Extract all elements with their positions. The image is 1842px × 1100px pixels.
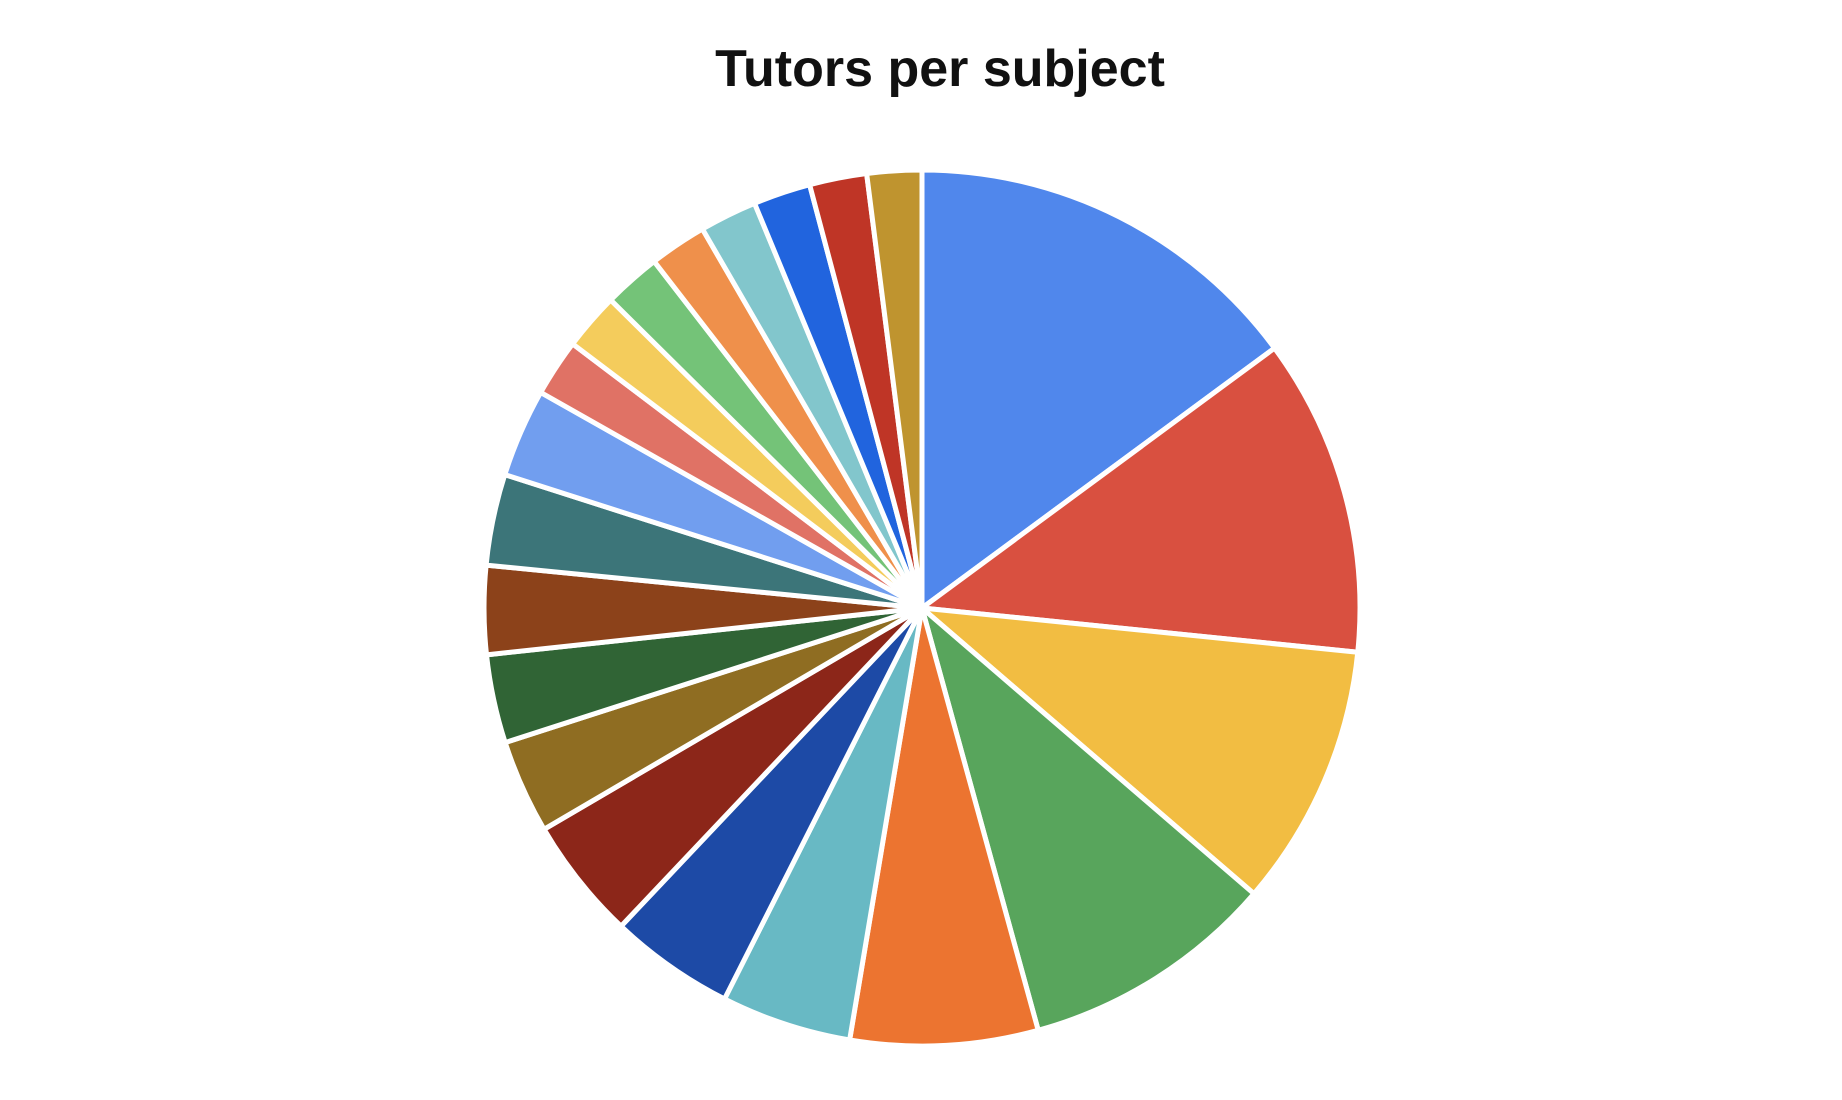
pie-slice-2 [919, 345, 1363, 655]
pie-slice-4 [919, 605, 1257, 1033]
pie-slices [481, 167, 1363, 1049]
chart-title: Tutors per subject [715, 40, 1165, 98]
pie-slice-21 [864, 167, 925, 611]
pie-slice-3 [919, 605, 1361, 897]
pie-slice-5 [847, 605, 1041, 1049]
pie-slice-1 [919, 167, 1278, 611]
